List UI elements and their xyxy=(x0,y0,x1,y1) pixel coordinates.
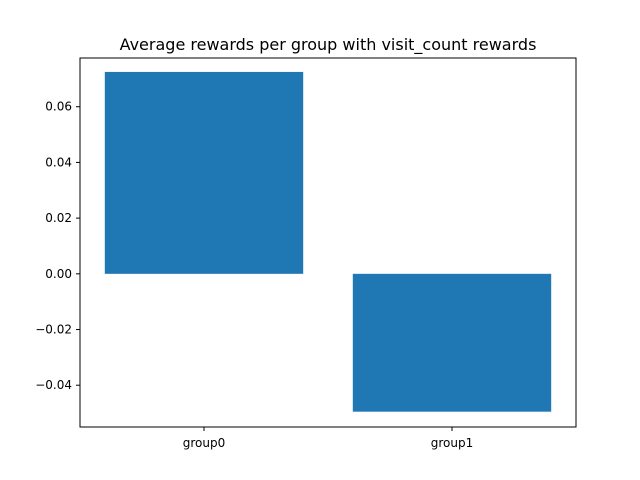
y-tick-label: 0.00 xyxy=(45,267,72,281)
y-tick-label: −0.04 xyxy=(35,378,72,392)
bars-layer xyxy=(104,71,552,412)
bar-group0 xyxy=(104,71,304,274)
x-tick-label: group1 xyxy=(431,436,474,450)
chart-title: Average rewards per group with visit_cou… xyxy=(120,35,537,55)
y-tick-label: 0.06 xyxy=(45,100,72,114)
y-tick-label: 0.04 xyxy=(45,155,72,169)
x-tick-label: group0 xyxy=(183,436,226,450)
bar-group1 xyxy=(352,273,552,412)
axes-frame xyxy=(79,57,577,428)
y-axis: −0.04 −0.02 0.00 0.02 0.04 0.06 xyxy=(35,100,80,392)
x-axis: group0 group1 xyxy=(183,427,474,450)
y-tick-label: 0.02 xyxy=(45,211,72,225)
y-tick-label: −0.02 xyxy=(35,323,72,337)
